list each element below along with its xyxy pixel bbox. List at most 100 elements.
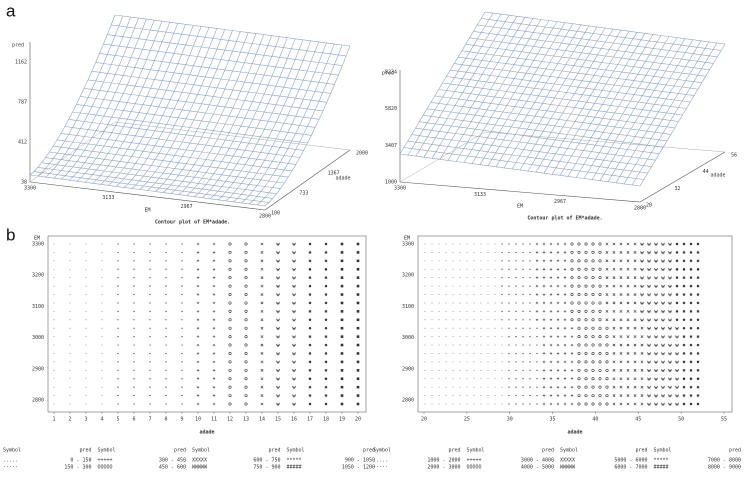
- ring: [598, 368, 602, 372]
- dot: [133, 403, 135, 405]
- plus: [556, 318, 560, 321]
- dot: [480, 336, 482, 338]
- dot: [515, 386, 517, 388]
- cross: [619, 385, 623, 389]
- dot: [452, 353, 454, 354]
- dot: [473, 386, 475, 388]
- dot: [515, 277, 517, 279]
- dot: [69, 395, 71, 396]
- x-tick-label: 18: [323, 417, 329, 423]
- dot: [431, 319, 433, 321]
- plus: [542, 276, 546, 279]
- ring: [244, 259, 248, 263]
- mesh-line: [249, 43, 335, 205]
- plus: [563, 369, 567, 372]
- plus: [535, 284, 539, 288]
- cross: [260, 284, 264, 288]
- dot: [85, 327, 87, 329]
- plus: [196, 327, 200, 330]
- dot: [424, 386, 426, 388]
- plus: [542, 327, 546, 330]
- cross: [619, 309, 623, 313]
- dot: [536, 361, 538, 363]
- w: [276, 284, 280, 289]
- dot: [473, 395, 475, 396]
- dot: [487, 403, 489, 405]
- cross: [626, 343, 630, 347]
- dot: [473, 361, 475, 363]
- legend-entry: 7000 - 8000: [708, 458, 741, 464]
- y-tick-label: 3000: [402, 335, 414, 341]
- ring: [244, 267, 248, 271]
- plus: [212, 343, 216, 347]
- cross: [605, 251, 609, 254]
- ring: [584, 259, 588, 263]
- dot: [452, 268, 454, 270]
- cross: [612, 293, 616, 296]
- legend-header: pred: [268, 448, 280, 454]
- dot: [487, 277, 489, 279]
- ring: [577, 368, 581, 372]
- plus: [535, 251, 539, 254]
- w: [668, 343, 672, 348]
- x-tick-label: 40: [592, 417, 598, 423]
- w: [292, 276, 296, 280]
- dot: [53, 294, 55, 295]
- plus: [212, 385, 216, 389]
- star: [308, 326, 312, 330]
- ring: [584, 309, 588, 313]
- dot: [473, 403, 475, 405]
- ring: [244, 276, 248, 280]
- w: [654, 284, 658, 289]
- dot: [501, 327, 503, 329]
- dot: [515, 285, 517, 287]
- star: [682, 242, 686, 246]
- dot: [85, 260, 87, 262]
- ring: [228, 326, 232, 330]
- ring: [605, 351, 609, 355]
- hash: [340, 385, 344, 389]
- ring: [577, 259, 581, 263]
- plus: [570, 369, 574, 372]
- ring: [598, 259, 602, 263]
- mesh-line: [415, 13, 502, 157]
- dot: [501, 302, 503, 304]
- ring: [228, 267, 232, 271]
- plus: [570, 394, 574, 397]
- dot: [480, 344, 482, 346]
- dot: [501, 386, 503, 388]
- dot: [53, 361, 55, 363]
- w: [276, 251, 280, 255]
- dot: [487, 395, 489, 396]
- cross: [640, 394, 644, 397]
- dot: [494, 353, 496, 354]
- dot: [536, 352, 538, 355]
- dot: [536, 327, 538, 329]
- ring: [584, 242, 588, 246]
- dot: [85, 336, 87, 338]
- star: [689, 284, 693, 288]
- ring: [577, 326, 581, 330]
- dot: [487, 243, 489, 245]
- w: [661, 259, 665, 263]
- star: [689, 293, 693, 296]
- dot: [515, 403, 517, 405]
- dot: [473, 336, 475, 338]
- legend-entry: 750 - 900: [253, 465, 280, 471]
- dot: [438, 277, 440, 279]
- star: [689, 267, 693, 271]
- dot: [181, 302, 183, 304]
- plus: [212, 327, 216, 330]
- star: [696, 267, 700, 271]
- dot: [487, 378, 489, 380]
- plus: [196, 251, 200, 254]
- y-tick-label: 3000: [32, 335, 44, 341]
- dot: [438, 353, 440, 354]
- w: [647, 326, 651, 331]
- ring: [228, 284, 232, 288]
- ring: [598, 385, 602, 389]
- dot: [53, 353, 55, 354]
- dot: [494, 310, 496, 312]
- dot: [69, 268, 71, 270]
- dot: [69, 403, 71, 405]
